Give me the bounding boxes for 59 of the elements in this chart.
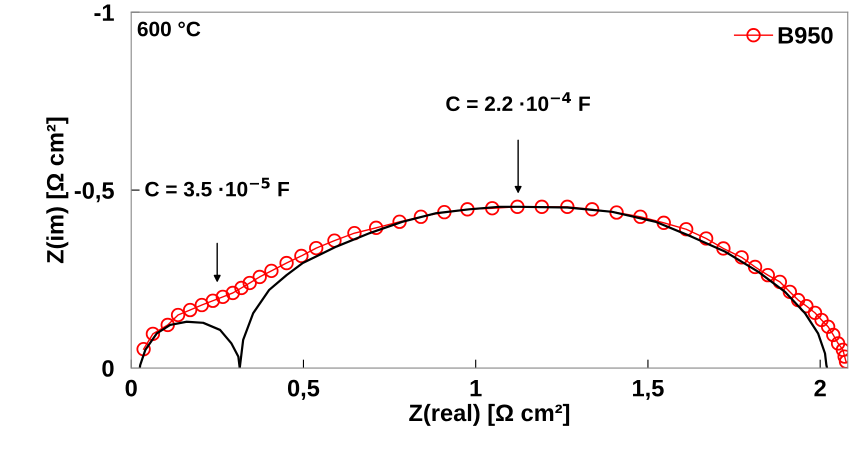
point bbox=[584, 202, 600, 216]
point bbox=[170, 308, 186, 322]
point bbox=[392, 214, 407, 229]
point bbox=[772, 274, 788, 290]
point bbox=[734, 250, 749, 265]
x-tick-label: 1,5 bbox=[633, 380, 664, 400]
point bbox=[279, 256, 294, 270]
y-tick-label: -0,5 bbox=[74, 182, 114, 202]
point bbox=[182, 302, 198, 318]
point bbox=[748, 260, 762, 274]
point bbox=[760, 268, 775, 282]
point bbox=[782, 284, 798, 300]
x-tick-label: 0,5 bbox=[288, 380, 320, 400]
x-axis-title: Z(real) [Ω cm²] bbox=[409, 404, 570, 426]
y-axis-title: Z(im) [Ω cm²] bbox=[46, 118, 68, 264]
point bbox=[485, 201, 500, 216]
point bbox=[327, 233, 342, 248]
annotation: C = 3.5 ·10$^{−5}$ F bbox=[145, 178, 290, 197]
point bbox=[699, 231, 714, 246]
point bbox=[252, 270, 267, 284]
point bbox=[136, 342, 151, 356]
point bbox=[234, 280, 249, 296]
point bbox=[216, 290, 230, 304]
point bbox=[510, 200, 525, 214]
point bbox=[790, 292, 806, 308]
point bbox=[226, 286, 240, 300]
point bbox=[194, 298, 209, 312]
point bbox=[146, 326, 160, 342]
point bbox=[460, 202, 475, 216]
legend-label: B950 bbox=[778, 26, 833, 44]
point bbox=[294, 248, 309, 264]
point bbox=[368, 220, 384, 235]
point bbox=[534, 200, 549, 214]
point bbox=[814, 312, 829, 328]
point bbox=[206, 294, 220, 308]
point bbox=[160, 318, 175, 332]
point bbox=[716, 241, 731, 256]
annotation: C = 2.2 ·10$^{−4}$ F bbox=[446, 92, 590, 112]
point bbox=[560, 200, 574, 214]
point bbox=[414, 210, 428, 224]
x-tick-label: 0 bbox=[126, 380, 137, 396]
point bbox=[830, 336, 846, 351]
x-tick-label: 2 bbox=[814, 380, 826, 396]
point bbox=[609, 205, 624, 220]
point bbox=[820, 320, 836, 334]
point bbox=[656, 216, 671, 230]
point bbox=[633, 210, 648, 224]
annotation: 600 °C bbox=[138, 22, 200, 36]
point bbox=[347, 226, 362, 240]
point bbox=[437, 205, 452, 220]
point bbox=[309, 240, 324, 256]
x-tick-label: 1 bbox=[470, 380, 482, 396]
point bbox=[264, 264, 279, 278]
point bbox=[808, 306, 822, 320]
point bbox=[826, 328, 840, 342]
y-tick-label: -1 bbox=[94, 4, 114, 21]
point bbox=[242, 276, 257, 290]
y-tick-label: 0 bbox=[102, 360, 114, 377]
point bbox=[679, 222, 694, 236]
